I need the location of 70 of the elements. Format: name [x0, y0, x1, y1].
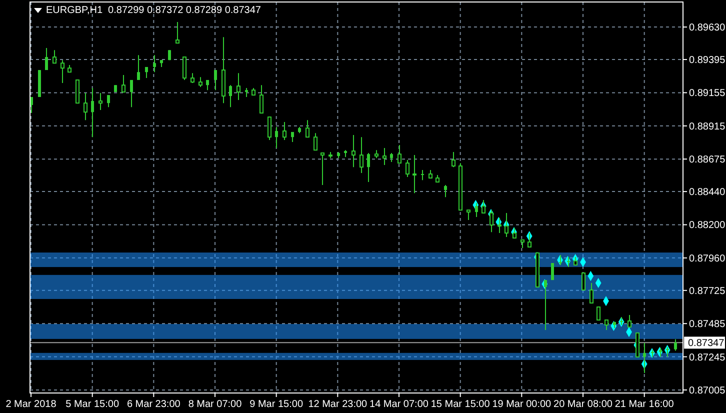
candlestick	[45, 48, 48, 71]
candlestick	[198, 76, 202, 88]
candlestick	[122, 74, 126, 93]
y-tick-label: 0.89630	[689, 22, 726, 34]
ref-line-label: 0.87347	[688, 338, 725, 350]
candlestick	[367, 152, 370, 183]
chart-title: EURGBP,H1 0.87299 0.87372 0.87289 0.87347	[46, 5, 262, 16]
candlestick	[412, 154, 416, 194]
candlestick	[60, 60, 64, 84]
candlestick	[260, 84, 264, 114]
candlestick	[444, 184, 447, 198]
candlestick	[604, 320, 608, 330]
candlestick	[98, 92, 102, 110]
candlestick	[382, 148, 386, 166]
x-tick-label: 5 Mar 15:00	[66, 399, 120, 410]
candlestick	[482, 199, 486, 214]
candlestick	[91, 88, 94, 138]
candlestick	[582, 272, 586, 290]
candlestick	[84, 92, 88, 121]
candlestick	[452, 152, 456, 168]
y-tick-label: 0.87005	[689, 385, 726, 396]
x-tick-label: 19 Mar 00:00	[492, 399, 552, 410]
y-tick-label: 0.87960	[689, 253, 726, 264]
y-tick-label: 0.88200	[689, 220, 726, 232]
y-tick-label: 0.88915	[689, 121, 726, 132]
candlestick	[52, 50, 56, 64]
candlestick	[504, 212, 508, 238]
x-tick-label: 8 Mar 07:00	[188, 399, 242, 410]
candlestick	[352, 134, 356, 168]
candlestick	[229, 84, 232, 108]
candlestick	[236, 72, 240, 101]
candlestick	[130, 79, 133, 108]
x-tick-label: 9 Mar 15:00	[250, 399, 304, 410]
y-tick-label: 0.88440	[689, 187, 726, 198]
y-tick-label: 0.88675	[689, 154, 726, 166]
y-tick-label: 0.87485	[689, 319, 726, 330]
candlestick	[153, 54, 156, 73]
y-tick-label: 0.89155	[689, 88, 726, 100]
candlestick	[190, 72, 194, 84]
candlestick	[107, 94, 110, 108]
candlestick	[176, 22, 180, 44]
candlestick	[596, 306, 600, 320]
y-tick-label: 0.87245	[689, 352, 726, 364]
candlestick	[398, 144, 402, 164]
x-tick-label: 15 Mar 15:00	[430, 399, 490, 410]
candlestick	[314, 132, 318, 151]
candlestick	[268, 116, 272, 140]
candlestick	[306, 120, 310, 138]
candlestick	[214, 70, 217, 91]
candlestick	[590, 282, 594, 304]
x-tick-label: 14 Mar 07:00	[370, 399, 429, 410]
candlestick	[406, 160, 410, 178]
candlestick	[275, 126, 278, 149]
candlestick	[320, 152, 324, 186]
x-tick-label: 20 Mar 08:00	[554, 399, 613, 410]
candlestick	[421, 169, 424, 181]
candlestick	[360, 136, 364, 174]
candlestick	[182, 56, 186, 80]
y-tick-label: 0.87725	[689, 286, 726, 297]
candlestick	[76, 79, 80, 104]
x-tick-label: 2 Mar 2018	[6, 399, 57, 410]
x-tick-label: 12 Mar 23:00	[308, 399, 368, 410]
candlestick	[528, 232, 532, 248]
x-tick-label: 6 Mar 23:00	[126, 399, 181, 410]
candlestick	[282, 122, 286, 140]
y-tick-label: 0.89395	[689, 55, 726, 66]
candlestick	[674, 338, 677, 352]
candlestick	[137, 54, 140, 80]
candlestick	[466, 210, 470, 221]
x-tick-label: 21 Mar 16:00	[614, 399, 674, 410]
